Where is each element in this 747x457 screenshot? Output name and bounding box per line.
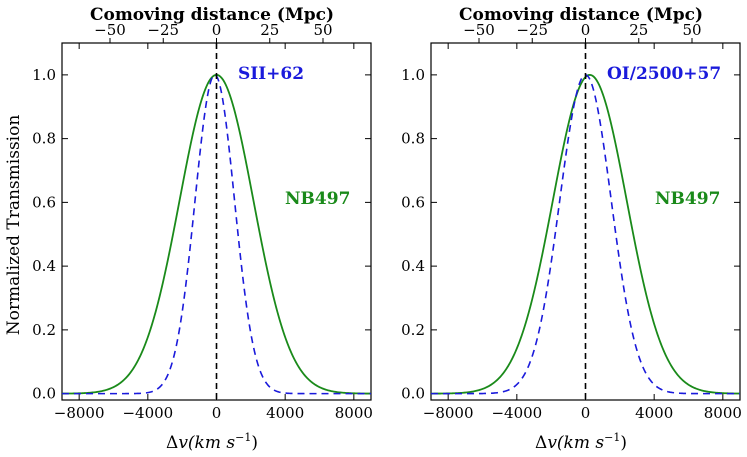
x-tick-label: −4000: [122, 404, 173, 422]
y-tick-label: 0.8: [401, 130, 425, 148]
y-tick-label: 0.6: [32, 193, 56, 211]
y-tick-label: 0.0: [32, 385, 56, 403]
annotation-sii62: SII+62: [238, 64, 304, 84]
top-tick-label: −50: [94, 21, 126, 39]
y-tick-label: 0.8: [32, 130, 56, 148]
x-tick-label: 8000: [335, 404, 373, 422]
x-tick-label: −8000: [423, 404, 474, 422]
left-top-axis-title: Comoving distance (Mpc): [90, 5, 334, 25]
left-x-axis-label: Δv(km s−1): [166, 431, 258, 453]
top-tick-label: 25: [629, 21, 648, 39]
annotation-oi2500: OI/2500+57: [607, 64, 721, 84]
right-top-axis-title: Comoving distance (Mpc): [459, 5, 703, 25]
y-tick-label: 0.2: [401, 321, 425, 339]
y-tick-label: 1.0: [32, 66, 56, 84]
top-tick-label: −25: [147, 21, 179, 39]
x-tick-label: 4000: [635, 404, 673, 422]
top-tick-label: 50: [682, 21, 701, 39]
top-tick-label: 0: [581, 21, 591, 39]
right-panel: Comoving distance (Mpc) Δv(km s−1) OI/25…: [401, 5, 742, 453]
top-tick-label: 50: [313, 21, 332, 39]
y-tick-label: 0.4: [32, 257, 56, 275]
y-axis-label: Normalized Transmission: [4, 115, 24, 336]
annotation-nb497-left: NB497: [285, 189, 350, 209]
left-panel: Comoving distance (Mpc) Δv(km s−1) SII+6…: [32, 5, 373, 453]
y-tick-label: 0.0: [401, 385, 425, 403]
y-tick-label: 1.0: [401, 66, 425, 84]
annotation-nb497-right: NB497: [655, 189, 720, 209]
top-tick-label: 0: [212, 21, 222, 39]
x-tick-label: 0: [581, 404, 591, 422]
y-tick-label: 0.2: [32, 321, 56, 339]
x-tick-label: 8000: [704, 404, 742, 422]
top-tick-label: −25: [516, 21, 548, 39]
x-tick-label: −4000: [491, 404, 542, 422]
x-tick-label: 0: [212, 404, 222, 422]
y-tick-label: 0.4: [401, 257, 425, 275]
top-tick-label: 25: [260, 21, 279, 39]
top-tick-label: −50: [463, 21, 495, 39]
x-tick-label: 4000: [266, 404, 304, 422]
right-x-axis-label: Δv(km s−1): [535, 431, 627, 453]
y-tick-label: 0.6: [401, 193, 425, 211]
x-tick-label: −8000: [54, 404, 105, 422]
